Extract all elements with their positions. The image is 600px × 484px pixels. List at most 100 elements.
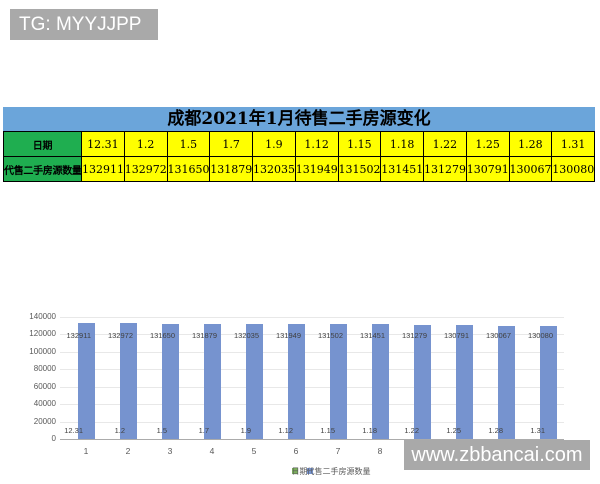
legend-swatch-icon	[291, 468, 298, 474]
bar-date-label: 1.2	[114, 426, 125, 435]
table-cell-date: 1.15	[337, 131, 382, 157]
row-header-date: 日期	[3, 131, 82, 157]
bar-date-label: 1.7	[198, 426, 209, 435]
chart-gridline	[60, 334, 564, 336]
bar-value-label: 131502	[317, 331, 343, 340]
bar-date-label: 1.28	[488, 426, 503, 435]
table-cell-count: 130080	[551, 156, 595, 182]
bar-代售二手房源数量	[414, 324, 431, 439]
table-cell-date: 1.25	[465, 131, 510, 157]
bar-value-label: 132911	[66, 331, 91, 340]
table-row-values: 代售二手房源数量 132911 132972 131650 131879 132035 1…	[3, 156, 595, 182]
y-axis-tick-label: 80000	[33, 364, 56, 374]
x-axis-category-label: 5	[251, 446, 257, 456]
chart-gridline	[60, 369, 564, 371]
table-cell-count: 130791	[465, 156, 510, 182]
bar-date-label: 1.9	[240, 426, 251, 435]
bar-代售二手房源数量	[120, 323, 137, 439]
report-title: 成都2021年1月待售二手房源变化	[3, 107, 595, 131]
table-cell-date: 1.31	[551, 131, 595, 157]
bar-代售二手房源数量	[330, 324, 347, 439]
bar-value-label: 130080	[527, 331, 553, 340]
table-cell-count: 132911	[81, 156, 125, 182]
table-cell-count: 132972	[123, 156, 168, 182]
bar-date-label: 12.31	[64, 426, 83, 435]
y-axis-tick-label: 0	[51, 434, 56, 443]
bar-代售二手房源数量	[246, 323, 263, 439]
table-cell-count: 132035	[252, 156, 296, 182]
bar-代售二手房源数量	[162, 324, 179, 439]
bar-date-label: 1.22	[404, 426, 419, 435]
bar-代售二手房源数量	[78, 323, 95, 439]
table-row-dates: 日期 12.31 1.2 1.5 1.7 1.9 1.12 1.15 1.18 1.22 1.25…	[3, 131, 595, 157]
x-axis-category-label: 8	[377, 446, 383, 456]
y-axis-tick-label: 140000	[29, 312, 56, 321]
table-cell-date: 1.5	[166, 131, 211, 157]
watermark-telegram: TG: MYYJJPP	[10, 9, 158, 40]
legend-label: 代售二手房源数量	[306, 466, 371, 476]
table-cell-count: 131502	[337, 156, 382, 182]
table-cell-count: 131949	[294, 156, 339, 182]
bar-date-label: 1.31	[530, 426, 545, 435]
row-header-count: 代售二手房源数量	[3, 156, 82, 182]
watermark-website: www.zbbancai.com	[404, 440, 590, 470]
chart-gridline	[60, 317, 564, 318]
bar-代售二手房源数量	[288, 324, 305, 439]
bar-value-label: 132972	[107, 331, 133, 340]
bar-value-label: 131650	[149, 331, 175, 340]
bar-代售二手房源数量	[204, 324, 221, 439]
table-cell-count: 130067	[508, 156, 553, 182]
bar-代售二手房源数量	[498, 325, 515, 439]
x-axis-category-label: 7	[335, 446, 341, 456]
y-axis-tick-label: 20000	[33, 416, 56, 426]
legend-label: 日期	[291, 466, 308, 476]
table-cell-count: 131279	[423, 156, 467, 182]
bar-代售二手房源数量	[456, 325, 473, 439]
legend-swatch-icon	[306, 468, 313, 474]
bar-value-label: 131879	[191, 331, 217, 340]
y-axis-tick-label: 60000	[33, 381, 56, 391]
bar-value-label: 130791	[443, 331, 469, 340]
bar-value-label: 131451	[359, 331, 385, 340]
report-area: 成都2021年1月待售二手房源变化 日期 12.31 1.2 1.5 1.7 1.9 1.…	[3, 107, 598, 484]
bar-chart: 0 20000 40000 60000 80000 100000 120000 140000 1…	[6, 292, 598, 484]
bar-date-label: 1.5	[156, 426, 167, 435]
table-cell-date: 1.22	[423, 131, 467, 157]
table-cell-date: 1.28	[508, 131, 553, 157]
chart-gridline	[60, 421, 564, 423]
bar-value-label: 131949	[275, 331, 301, 340]
bar-代售二手房源数量	[540, 325, 557, 439]
x-axis-line	[60, 439, 564, 440]
bar-代售二手房源数量	[372, 324, 389, 439]
bar-value-label: 131279	[401, 331, 427, 340]
bar-date-label: 1.15	[320, 426, 335, 435]
x-axis-category-label: 6	[293, 446, 299, 456]
x-axis-category-label: 1	[83, 446, 89, 456]
table-cell-date: 1.9	[252, 131, 296, 157]
table-cell-count: 131879	[209, 156, 253, 182]
bar-date-label: 1.18	[362, 426, 377, 435]
bar-date-label: 1.25	[446, 426, 461, 435]
bar-value-label: 132035	[233, 331, 259, 340]
table-cell-date: 12.31	[81, 131, 125, 157]
x-axis-category-label: 3	[167, 446, 173, 456]
x-axis-category-label: 2	[125, 446, 131, 456]
table-cell-date: 1.18	[380, 131, 424, 157]
table-cell-date: 1.2	[123, 131, 168, 157]
chart-gridline	[60, 351, 564, 353]
data-table: 日期 12.31 1.2 1.5 1.7 1.9 1.12 1.15 1.18 1.22 1.25…	[3, 131, 595, 182]
legend-item: 日期	[291, 467, 308, 476]
chart-gridline	[60, 386, 564, 388]
table-cell-count: 131451	[380, 156, 424, 182]
y-axis-tick-label: 40000	[33, 399, 56, 409]
y-axis-tick-label: 120000	[29, 329, 56, 339]
bar-value-label: 130067	[485, 331, 511, 340]
table-cell-count: 131650	[166, 156, 211, 182]
bar-date-label: 1.12	[278, 426, 293, 435]
table-cell-date: 1.12	[294, 131, 339, 157]
chart-legend: 日期 代售二手房源数量	[6, 466, 598, 476]
table-cell-date: 1.7	[209, 131, 253, 157]
x-axis-category-label: 4	[209, 446, 215, 456]
y-axis-tick-label: 100000	[29, 346, 56, 356]
chart-gridline	[60, 404, 564, 406]
